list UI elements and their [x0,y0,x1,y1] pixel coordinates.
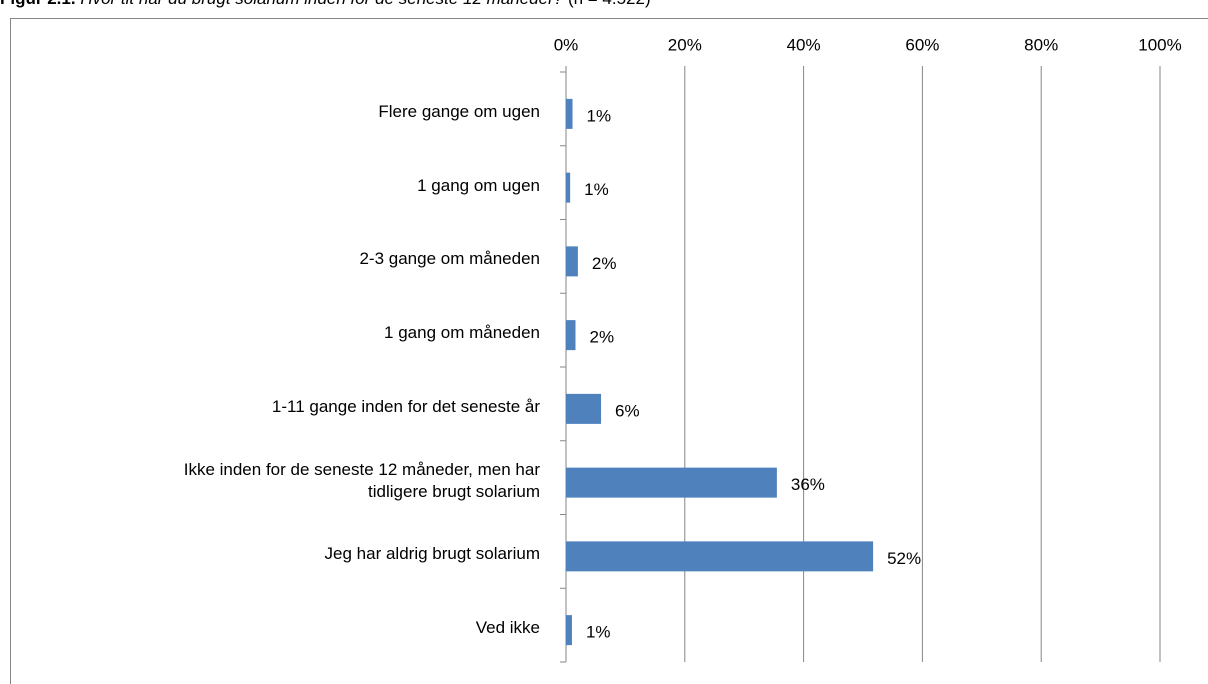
bar [566,393,602,424]
bar [566,615,572,646]
category-label: 1-11 gange inden for det seneste år [271,396,540,416]
category-label: Flere gange om ugen [378,101,540,121]
category-label: 2-3 gange om måneden [359,249,540,269]
x-tick-label: 60% [905,35,939,54]
chart-title: Figur 2.1. Hvor tit har du brugt solariu… [0,0,651,9]
x-tick-label: 40% [787,35,821,54]
chart-border [10,18,1208,684]
figure-question: Hvor tit har du brugt solarium inden for… [80,0,563,8]
bar [566,98,573,129]
category-label: Jeg har aldrig brugt solarium [324,544,540,564]
figure-note: (n = 4.522) [568,0,651,8]
bar [566,467,777,498]
value-label: 1% [584,180,609,199]
x-tick-label: 0% [554,35,579,54]
bar [566,320,576,351]
value-label: 2% [590,328,615,347]
category-label: 1 gang om måneden [384,323,540,343]
x-tick-label: 100% [1138,35,1181,54]
value-label: 36% [791,475,825,494]
bar [566,541,874,572]
value-label: 52% [887,549,921,568]
category-label: Ved ikke [475,618,540,638]
category-label: 1 gang om ugen [417,175,540,195]
x-tick-label: 20% [668,35,702,54]
value-label: 1% [586,623,611,642]
figure-label: Figur 2.1. [0,0,76,8]
category-label: Ikke inden for de seneste 12 måneder, me… [183,459,540,501]
value-label: 1% [587,106,612,125]
x-tick-label: 80% [1024,35,1058,54]
value-label: 2% [592,254,617,273]
bar [566,172,571,203]
bar [566,246,578,277]
value-label: 6% [615,401,640,420]
